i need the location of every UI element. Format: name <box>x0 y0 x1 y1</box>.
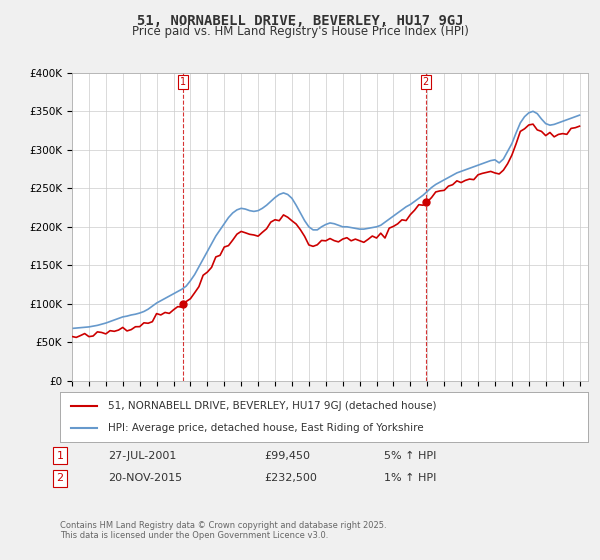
Text: Contains HM Land Registry data © Crown copyright and database right 2025.
This d: Contains HM Land Registry data © Crown c… <box>60 521 386 540</box>
Text: 1: 1 <box>180 77 186 87</box>
Text: 20-NOV-2015: 20-NOV-2015 <box>108 473 182 483</box>
Text: 2: 2 <box>422 77 429 87</box>
Text: £232,500: £232,500 <box>264 473 317 483</box>
Text: 51, NORNABELL DRIVE, BEVERLEY, HU17 9GJ (detached house): 51, NORNABELL DRIVE, BEVERLEY, HU17 9GJ … <box>107 401 436 411</box>
Text: 1% ↑ HPI: 1% ↑ HPI <box>384 473 436 483</box>
Text: 1: 1 <box>56 451 64 461</box>
Text: 27-JUL-2001: 27-JUL-2001 <box>108 451 176 461</box>
Text: 2: 2 <box>56 473 64 483</box>
Text: 5% ↑ HPI: 5% ↑ HPI <box>384 451 436 461</box>
Text: Price paid vs. HM Land Registry's House Price Index (HPI): Price paid vs. HM Land Registry's House … <box>131 25 469 38</box>
Text: HPI: Average price, detached house, East Riding of Yorkshire: HPI: Average price, detached house, East… <box>107 423 423 433</box>
Text: 51, NORNABELL DRIVE, BEVERLEY, HU17 9GJ: 51, NORNABELL DRIVE, BEVERLEY, HU17 9GJ <box>137 14 463 28</box>
Text: £99,450: £99,450 <box>264 451 310 461</box>
